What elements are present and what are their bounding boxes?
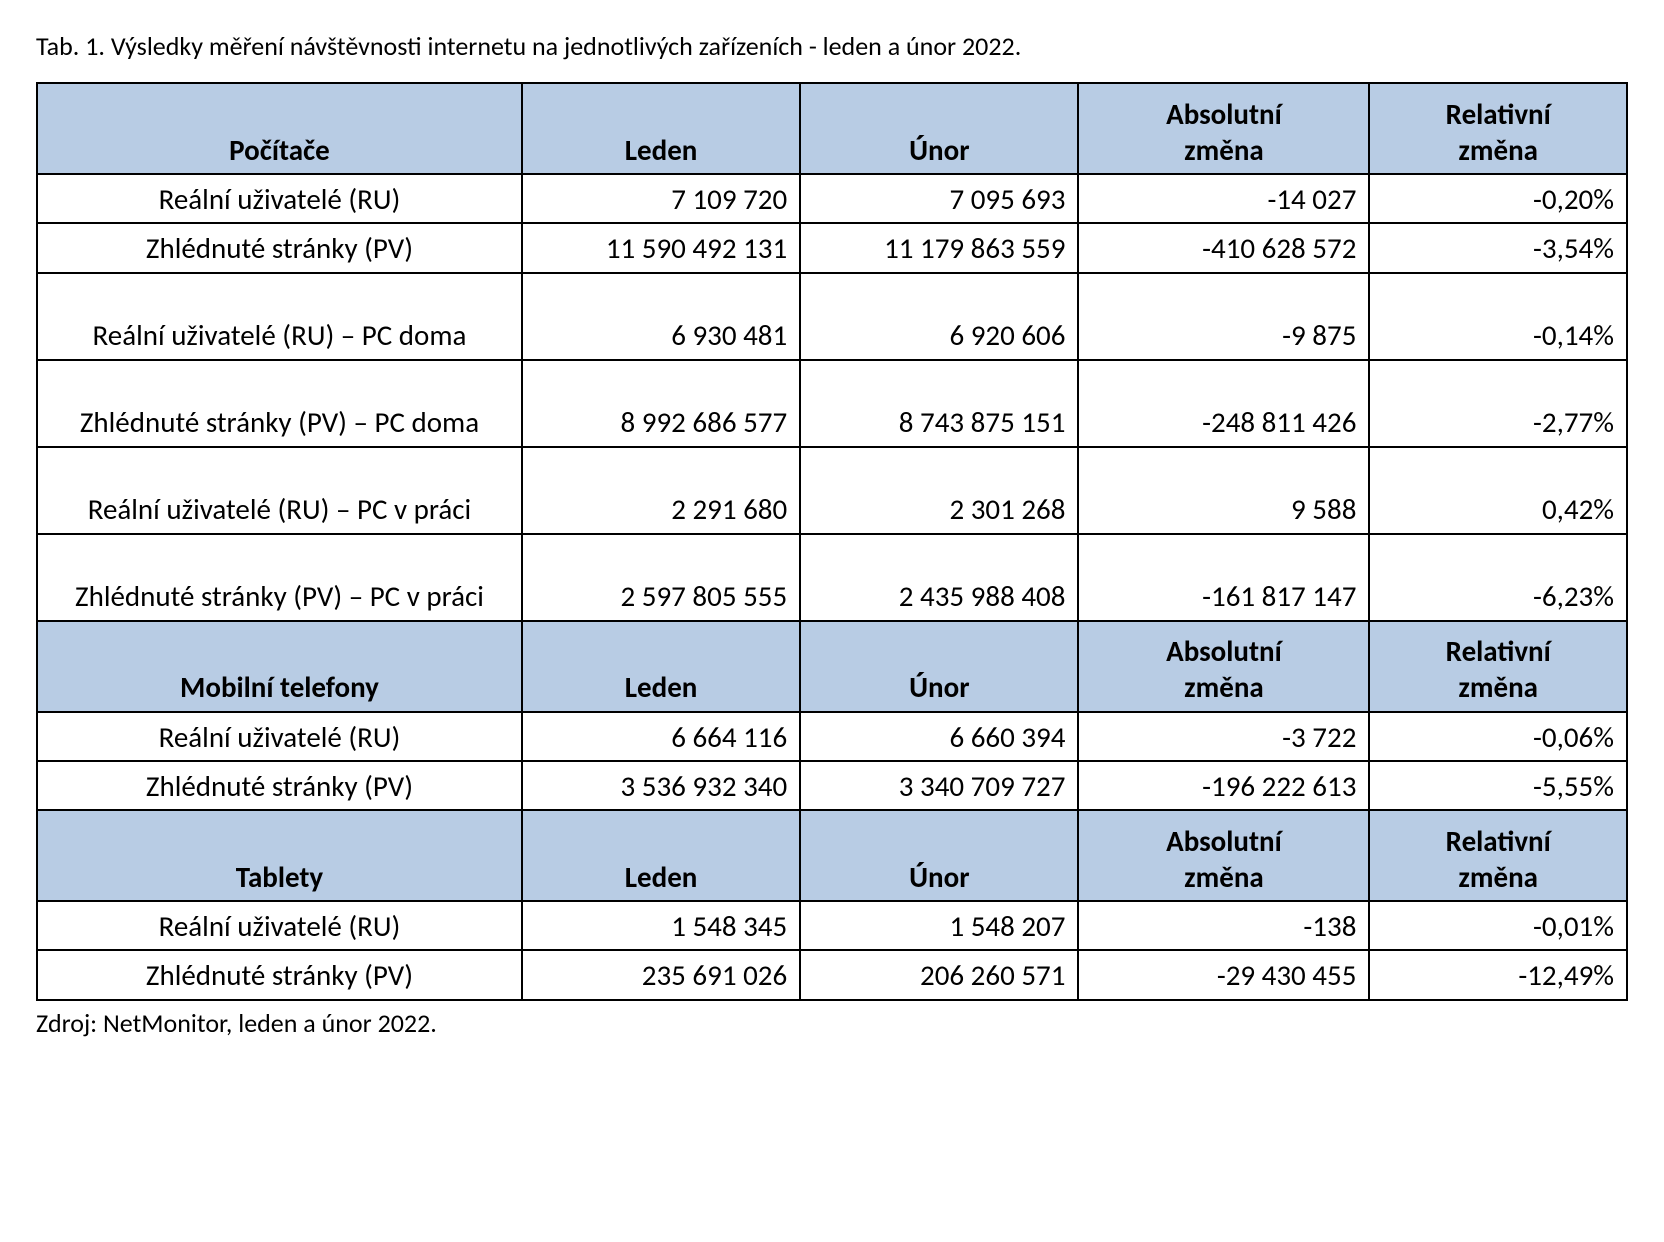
cell-abs: -29 430 455 [1078, 950, 1369, 999]
cell-rel: -2,77% [1369, 360, 1627, 447]
col-header-rel: Relativnízměna [1369, 83, 1627, 174]
row-label: Zhlédnuté stránky (PV) – PC doma [37, 360, 522, 447]
col-header-rel: Relativnízměna [1369, 810, 1627, 901]
cell-unor: 1 548 207 [800, 901, 1078, 950]
cell-unor: 6 660 394 [800, 712, 1078, 761]
cell-rel: -0,20% [1369, 174, 1627, 223]
table-source: Zdroj: NetMonitor, leden a únor 2022. [36, 1007, 1628, 1039]
cell-leden: 6 664 116 [522, 712, 800, 761]
cell-abs: -410 628 572 [1078, 223, 1369, 272]
row-label: Zhlédnuté stránky (PV) – PC v práci [37, 534, 522, 621]
cell-rel: -0,06% [1369, 712, 1627, 761]
section-title: Tablety [37, 810, 522, 901]
table-row: Zhlédnuté stránky (PV)235 691 026206 260… [37, 950, 1627, 999]
cell-abs: -9 875 [1078, 273, 1369, 360]
col-header-leden: Leden [522, 83, 800, 174]
cell-rel: -6,23% [1369, 534, 1627, 621]
section-title: Mobilní telefony [37, 621, 522, 712]
row-label: Reální uživatelé (RU) – PC doma [37, 273, 522, 360]
table-row: Reální uživatelé (RU)6 664 1166 660 394-… [37, 712, 1627, 761]
cell-unor: 3 340 709 727 [800, 761, 1078, 810]
col-header-abs: Absolutnízměna [1078, 810, 1369, 901]
cell-rel: 0,42% [1369, 447, 1627, 534]
col-header-leden: Leden [522, 621, 800, 712]
cell-abs: 9 588 [1078, 447, 1369, 534]
cell-rel: -5,55% [1369, 761, 1627, 810]
cell-leden: 1 548 345 [522, 901, 800, 950]
cell-leden: 2 291 680 [522, 447, 800, 534]
row-label: Zhlédnuté stránky (PV) [37, 950, 522, 999]
col-header-leden: Leden [522, 810, 800, 901]
cell-rel: -0,01% [1369, 901, 1627, 950]
cell-abs: -3 722 [1078, 712, 1369, 761]
row-label: Reální uživatelé (RU) – PC v práci [37, 447, 522, 534]
cell-leden: 7 109 720 [522, 174, 800, 223]
cell-abs: -138 [1078, 901, 1369, 950]
row-label: Zhlédnuté stránky (PV) [37, 761, 522, 810]
cell-unor: 8 743 875 151 [800, 360, 1078, 447]
cell-unor: 11 179 863 559 [800, 223, 1078, 272]
data-table: PočítačeLedenÚnorAbsolutnízměnaRelativní… [36, 82, 1628, 1001]
table-row: Zhlédnuté stránky (PV) – PC doma8 992 68… [37, 360, 1627, 447]
cell-unor: 2 435 988 408 [800, 534, 1078, 621]
cell-unor: 6 920 606 [800, 273, 1078, 360]
section-title: Počítače [37, 83, 522, 174]
cell-abs: -14 027 [1078, 174, 1369, 223]
table-row: Reální uživatelé (RU) – PC v práci2 291 … [37, 447, 1627, 534]
table-row: Zhlédnuté stránky (PV)3 536 932 3403 340… [37, 761, 1627, 810]
table-row: Reální uživatelé (RU) – PC doma6 930 481… [37, 273, 1627, 360]
cell-leden: 3 536 932 340 [522, 761, 800, 810]
col-header-unor: Únor [800, 83, 1078, 174]
cell-unor: 2 301 268 [800, 447, 1078, 534]
cell-leden: 235 691 026 [522, 950, 800, 999]
table-row: Reální uživatelé (RU)1 548 3451 548 207-… [37, 901, 1627, 950]
row-label: Reální uživatelé (RU) [37, 712, 522, 761]
row-label: Reální uživatelé (RU) [37, 174, 522, 223]
table-row: Zhlédnuté stránky (PV) – PC v práci2 597… [37, 534, 1627, 621]
col-header-abs: Absolutnízměna [1078, 621, 1369, 712]
cell-abs: -248 811 426 [1078, 360, 1369, 447]
cell-abs: -196 222 613 [1078, 761, 1369, 810]
cell-leden: 8 992 686 577 [522, 360, 800, 447]
cell-rel: -12,49% [1369, 950, 1627, 999]
col-header-abs: Absolutnízměna [1078, 83, 1369, 174]
cell-leden: 2 597 805 555 [522, 534, 800, 621]
cell-rel: -0,14% [1369, 273, 1627, 360]
section-header-row: Mobilní telefonyLedenÚnorAbsolutnízměnaR… [37, 621, 1627, 712]
table-row: Zhlédnuté stránky (PV)11 590 492 13111 1… [37, 223, 1627, 272]
cell-rel: -3,54% [1369, 223, 1627, 272]
cell-unor: 7 095 693 [800, 174, 1078, 223]
col-header-unor: Únor [800, 621, 1078, 712]
cell-abs: -161 817 147 [1078, 534, 1369, 621]
cell-leden: 11 590 492 131 [522, 223, 800, 272]
row-label: Zhlédnuté stránky (PV) [37, 223, 522, 272]
row-label: Reální uživatelé (RU) [37, 901, 522, 950]
cell-unor: 206 260 571 [800, 950, 1078, 999]
col-header-unor: Únor [800, 810, 1078, 901]
section-header-row: TabletyLedenÚnorAbsolutnízměnaRelativníz… [37, 810, 1627, 901]
col-header-rel: Relativnízměna [1369, 621, 1627, 712]
cell-leden: 6 930 481 [522, 273, 800, 360]
table-caption: Tab. 1. Výsledky měření návštěvnosti int… [36, 30, 1628, 62]
table-row: Reální uživatelé (RU)7 109 7207 095 693-… [37, 174, 1627, 223]
section-header-row: PočítačeLedenÚnorAbsolutnízměnaRelativní… [37, 83, 1627, 174]
